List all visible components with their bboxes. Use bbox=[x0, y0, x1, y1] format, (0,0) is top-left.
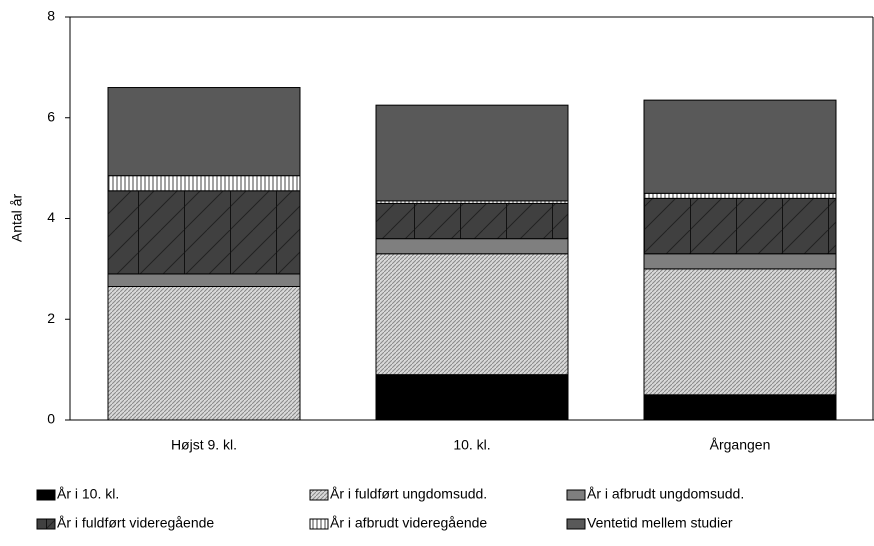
bar-segment bbox=[107, 87, 301, 177]
bar-segment bbox=[643, 197, 837, 255]
y-tick-label: 0 bbox=[47, 411, 55, 427]
y-tick-label: 8 bbox=[47, 8, 55, 24]
legend-swatch bbox=[566, 489, 586, 501]
legend-label: År i afbrudt ungdomsudd. bbox=[587, 486, 744, 502]
bar-segment bbox=[107, 273, 301, 288]
bar-segment bbox=[107, 175, 301, 192]
y-tick-label: 4 bbox=[47, 209, 55, 225]
y-tick-label: 2 bbox=[47, 310, 55, 326]
bar-segment bbox=[375, 238, 569, 255]
legend-swatch bbox=[309, 518, 329, 530]
bar-segment bbox=[643, 99, 837, 194]
bar-segment bbox=[107, 286, 301, 421]
legend-label: År i fuldført ungdomsudd. bbox=[330, 486, 487, 502]
legend-label: År i 10. kl. bbox=[57, 486, 119, 502]
bar-segment bbox=[643, 192, 837, 199]
legend-label: År i afbrudt videregående bbox=[330, 515, 487, 531]
legend-swatch bbox=[36, 489, 56, 501]
bar-segment bbox=[643, 268, 837, 396]
x-tick-label: Højst 9. kl. bbox=[171, 437, 237, 453]
bar-segment bbox=[375, 253, 569, 376]
x-tick-label: Årgangen bbox=[710, 437, 771, 453]
bar-segment bbox=[643, 253, 837, 270]
legend-swatch bbox=[36, 518, 56, 530]
bar-segment bbox=[643, 394, 837, 421]
x-tick-label: 10. kl. bbox=[453, 437, 490, 453]
bar-segment bbox=[375, 374, 569, 421]
bar-segment bbox=[107, 190, 301, 275]
y-tick-label: 6 bbox=[47, 108, 55, 124]
bar-segment bbox=[375, 104, 569, 202]
legend-swatch bbox=[309, 489, 329, 501]
legend-label: År i fuldført videregående bbox=[57, 515, 214, 531]
bar-segment bbox=[375, 202, 569, 240]
legend-label: Ventetid mellem studier bbox=[587, 515, 733, 531]
legend-swatch bbox=[566, 518, 586, 530]
y-axis-label: Antal år bbox=[9, 194, 25, 243]
